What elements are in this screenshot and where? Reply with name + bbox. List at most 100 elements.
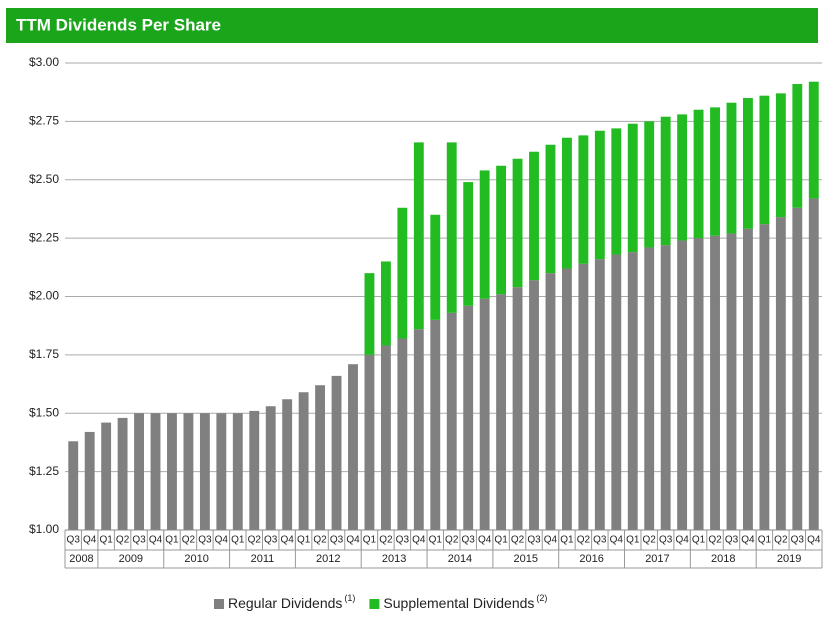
regular-bar xyxy=(677,240,688,530)
x-tick-label: Q4 xyxy=(807,535,821,546)
regular-bar xyxy=(265,406,276,530)
supplemental-bar xyxy=(397,207,408,339)
supplemental-bar xyxy=(594,130,605,260)
legend-name: Supplemental Dividends xyxy=(383,595,534,611)
x-tick-label: Q4 xyxy=(346,535,360,546)
regular-bar xyxy=(199,413,210,530)
supplemental-bar xyxy=(743,98,753,229)
y-tick-label: $1.00 xyxy=(29,522,59,536)
x-tick-label: Q2 xyxy=(708,535,722,546)
regular-bar xyxy=(561,268,572,530)
x-tick-label: Q1 xyxy=(758,535,772,546)
legend-name: Regular Dividends xyxy=(228,595,342,611)
x-tick-label: Q3 xyxy=(527,535,541,546)
supplemental-bar xyxy=(792,84,803,208)
legend-label: Supplemental Dividends (2) xyxy=(383,593,547,610)
supplemental-bar xyxy=(677,114,688,241)
year-label: 2015 xyxy=(514,553,538,565)
supplemental-bar xyxy=(627,123,638,253)
x-tick-label: Q2 xyxy=(313,535,327,546)
x-tick-label: Q1 xyxy=(99,535,113,546)
year-label: 2017 xyxy=(645,553,669,565)
x-tick-label: Q3 xyxy=(198,535,212,546)
regular-bar xyxy=(693,238,704,530)
regular-bar xyxy=(183,413,194,530)
x-tick-label: Q1 xyxy=(692,535,706,546)
year-label: 2016 xyxy=(579,553,603,565)
regular-bar xyxy=(249,410,260,530)
x-tick-label: Q4 xyxy=(280,535,294,546)
x-tick-label: Q4 xyxy=(544,535,558,546)
year-label: 2013 xyxy=(382,553,406,565)
supplemental-bar xyxy=(561,137,572,269)
regular-bar xyxy=(315,385,326,530)
year-label: 2019 xyxy=(777,553,801,565)
x-tick-label: Q2 xyxy=(116,535,130,546)
x-tick-label: Q2 xyxy=(182,535,196,546)
regular-bar xyxy=(282,399,293,530)
supplemental-bar xyxy=(578,135,589,264)
supplemental-bar xyxy=(726,102,737,234)
x-tick-label: Q3 xyxy=(462,535,476,546)
y-tick-label: $2.50 xyxy=(29,172,59,186)
x-tick-label: Q1 xyxy=(429,535,443,546)
supplemental-bar xyxy=(413,142,424,330)
regular-bar xyxy=(496,294,507,530)
regular-bar xyxy=(364,354,375,530)
x-tick-label: Q3 xyxy=(132,535,146,546)
regular-bar xyxy=(68,441,79,530)
x-tick-label: Q3 xyxy=(791,535,805,546)
regular-bar xyxy=(775,217,786,531)
x-tick-label: Q4 xyxy=(215,535,229,546)
supplemental-bar xyxy=(463,182,474,306)
x-tick-label: Q3 xyxy=(659,535,673,546)
x-tick-label: Q1 xyxy=(560,535,574,546)
regular-bar xyxy=(660,245,671,530)
regular-bar xyxy=(808,198,819,530)
supplemental-bar xyxy=(759,95,770,225)
year-label: 2014 xyxy=(448,553,472,565)
x-tick-label: Q4 xyxy=(741,535,755,546)
regular-bar xyxy=(792,207,803,530)
regular-bar xyxy=(101,422,112,530)
regular-bar xyxy=(216,413,227,530)
regular-bar xyxy=(397,338,408,530)
x-tick-label: Q3 xyxy=(264,535,278,546)
supplemental-bar xyxy=(545,144,556,274)
supplemental-bar xyxy=(660,116,671,246)
year-label: 2012 xyxy=(316,553,340,565)
x-tick-label: Q4 xyxy=(149,535,163,546)
supplemental-bar xyxy=(479,170,490,299)
regular-bar xyxy=(578,263,589,530)
supplemental-bar xyxy=(693,109,704,239)
regular-bar xyxy=(594,259,605,530)
regular-bar xyxy=(512,287,523,530)
x-tick-label: Q4 xyxy=(675,535,689,546)
legend-note: (2) xyxy=(536,593,547,603)
regular-bar xyxy=(84,431,95,530)
regular-bar xyxy=(710,235,720,531)
supplemental-bar xyxy=(808,81,819,199)
x-tick-label: Q3 xyxy=(396,535,410,546)
x-tick-label: Q1 xyxy=(165,535,179,546)
y-tick-label: $2.25 xyxy=(29,230,59,244)
regular-bar xyxy=(743,228,753,530)
regular-bar xyxy=(545,273,556,530)
year-label: 2010 xyxy=(184,553,208,565)
regular-bar xyxy=(430,319,441,530)
x-tick-label: Q2 xyxy=(643,535,657,546)
regular-bar xyxy=(529,280,539,530)
year-label: 2018 xyxy=(711,553,735,565)
chart-title: TTM Dividends Per Share xyxy=(16,15,221,34)
x-tick-label: Q2 xyxy=(379,535,393,546)
regular-bar xyxy=(463,305,474,530)
y-tick-label: $2.00 xyxy=(29,289,59,303)
x-tick-label: Q3 xyxy=(67,535,81,546)
x-tick-label: Q2 xyxy=(511,535,525,546)
supplemental-bar xyxy=(710,107,720,236)
regular-bar xyxy=(446,312,457,530)
x-tick-label: Q2 xyxy=(445,535,459,546)
regular-bar xyxy=(759,224,770,531)
regular-bar xyxy=(298,392,309,530)
